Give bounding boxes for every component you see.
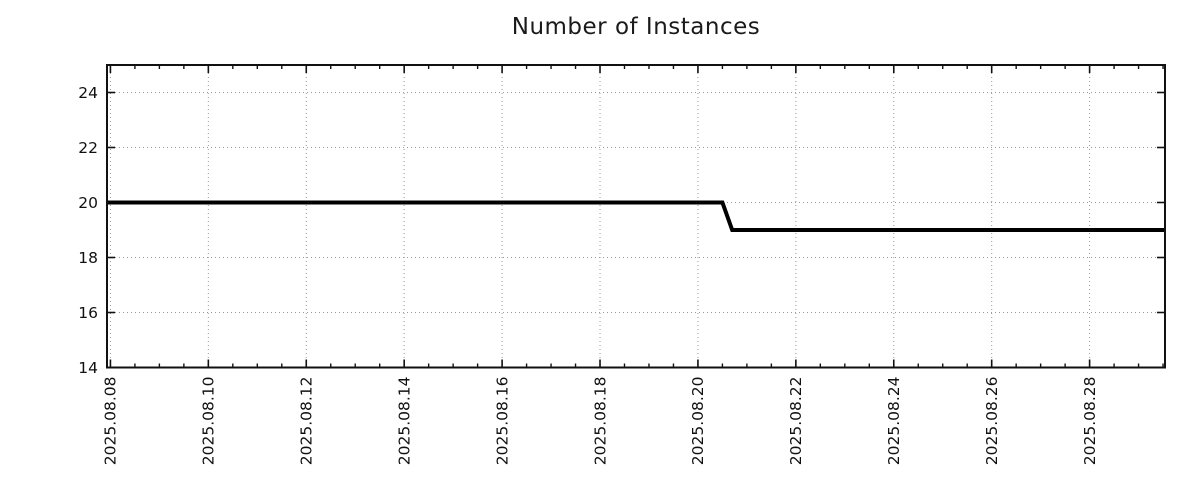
x-tick-label: 2025.08.28 bbox=[1081, 377, 1099, 466]
x-tick-label: 2025.08.12 bbox=[298, 377, 316, 466]
x-tick-label: 2025.08.18 bbox=[591, 377, 609, 466]
x-tick-label: 2025.08.10 bbox=[200, 377, 218, 466]
y-tick-label: 16 bbox=[78, 304, 98, 322]
chart-title: Number of Instances bbox=[511, 14, 761, 40]
x-tick-label: 2025.08.24 bbox=[885, 377, 903, 466]
y-tick-label: 22 bbox=[78, 139, 98, 157]
plot-border bbox=[106, 64, 1166, 369]
x-tick-label: 2025.08.22 bbox=[787, 377, 805, 466]
y-tick-label: 24 bbox=[78, 84, 98, 102]
y-tick-label: 20 bbox=[78, 194, 98, 212]
x-tick-label: 2025.08.20 bbox=[689, 377, 707, 466]
x-tick-label: 2025.08.26 bbox=[983, 377, 1001, 466]
x-tick-label: 2025.08.14 bbox=[395, 377, 413, 466]
y-tick-label: 14 bbox=[78, 359, 98, 377]
series-line-instances bbox=[107, 200, 1165, 232]
x-tick-label: 2025.08.16 bbox=[493, 377, 511, 466]
y-tick-label: 18 bbox=[78, 249, 98, 267]
x-tick-label: 2025.08.08 bbox=[102, 377, 120, 466]
